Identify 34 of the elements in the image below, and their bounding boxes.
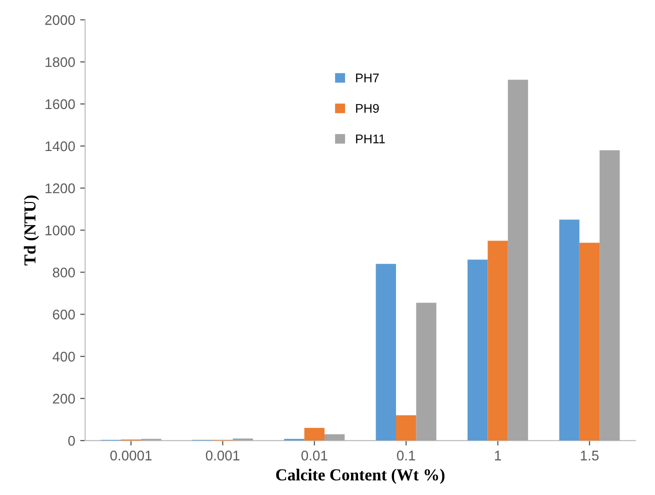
bar xyxy=(559,220,580,441)
y-tick-label: 800 xyxy=(52,268,75,278)
y-tick-label: 1800 xyxy=(46,57,75,68)
bar xyxy=(600,150,620,441)
bar xyxy=(468,260,488,441)
x-axis-title: Calcite Content (Wt %) xyxy=(276,468,444,484)
bar xyxy=(579,242,600,441)
legend-label: PH7 xyxy=(356,74,379,82)
y-tick-label: 1200 xyxy=(46,183,75,194)
y-axis-title: Td (NTU) xyxy=(24,195,39,266)
bar xyxy=(396,415,416,441)
y-tick-label: 1000 xyxy=(46,226,75,236)
x-tick-label: 0.0001 xyxy=(110,450,152,460)
bar xyxy=(324,434,345,441)
bar xyxy=(376,264,396,441)
y-tick-label: 0 xyxy=(68,436,75,446)
y-tick-label: 400 xyxy=(52,352,75,362)
legend-label: PH11 xyxy=(356,134,385,144)
y-tick-label: 200 xyxy=(52,394,75,404)
bar xyxy=(508,80,528,441)
x-tick-label: 1 xyxy=(494,450,501,460)
bar xyxy=(488,240,508,441)
x-tick-label: 1.5 xyxy=(580,450,599,460)
legend-label: PH9 xyxy=(356,104,379,113)
x-tick-label: 0.1 xyxy=(396,450,416,460)
bar xyxy=(416,302,436,441)
y-tick-label: 600 xyxy=(52,310,75,320)
x-tick-label: 0.001 xyxy=(206,450,240,460)
y-tick-label: 2000 xyxy=(45,15,75,25)
y-tick-label: 1600 xyxy=(46,99,75,110)
bar xyxy=(232,438,253,441)
bar xyxy=(304,428,324,441)
y-tick-label: 1400 xyxy=(46,141,75,152)
x-tick-label: 0.01 xyxy=(301,450,328,460)
